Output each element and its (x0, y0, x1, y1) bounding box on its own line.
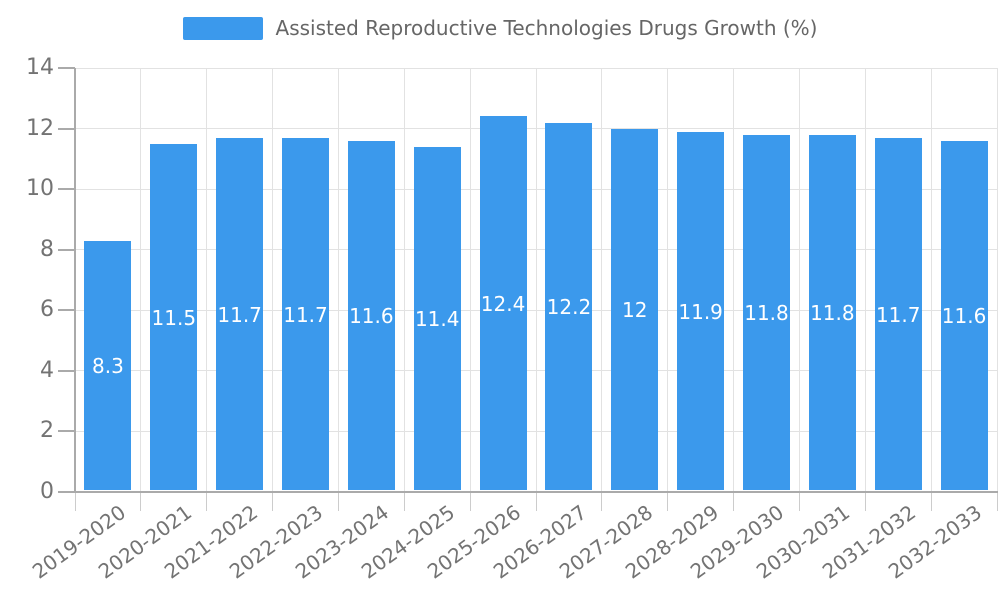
x-axis-tick (140, 492, 142, 511)
bar[interactable] (216, 137, 264, 490)
v-gridline (535, 68, 537, 492)
bar-value-label: 11.7 (283, 302, 328, 327)
y-axis-tick-label: 12 (26, 115, 54, 141)
y-axis-tick-label: 0 (40, 479, 54, 504)
v-gridline (864, 68, 866, 492)
v-gridline (206, 68, 208, 492)
y-axis-tick-label: 6 (40, 297, 54, 323)
bar[interactable] (808, 134, 856, 490)
bar[interactable] (413, 146, 461, 490)
legend-label: Assisted Reproductive Technologies Drugs… (275, 16, 818, 40)
bar-value-label: 11.6 (941, 304, 987, 329)
bar-value-label: 11.5 (151, 305, 197, 330)
bar[interactable] (150, 143, 198, 490)
bar[interactable] (347, 140, 395, 490)
bar-value-label: 11.6 (349, 304, 394, 329)
v-gridline (930, 68, 932, 492)
y-axis-tick (58, 127, 75, 130)
v-gridline (733, 68, 735, 492)
v-gridline (140, 68, 142, 492)
x-axis-tick (206, 492, 208, 511)
bar[interactable] (282, 137, 329, 490)
bar-value-label: 12.2 (546, 295, 592, 320)
v-gridline (667, 68, 669, 492)
y-axis-tick (58, 248, 75, 251)
bar[interactable] (874, 137, 922, 490)
x-axis-tick (930, 492, 932, 511)
bar-value-label: 11.4 (414, 307, 460, 332)
x-axis-tick (667, 492, 669, 511)
bar-value-label: 11.9 (678, 299, 723, 324)
v-gridline (601, 68, 603, 492)
bar[interactable] (84, 240, 132, 490)
x-axis-line (58, 491, 998, 493)
bar[interactable] (479, 116, 527, 490)
y-axis-tick (58, 430, 75, 433)
y-axis-tick-label: 14 (26, 55, 54, 80)
y-axis-tick (58, 67, 75, 69)
v-gridline (272, 68, 274, 492)
bar[interactable] (611, 128, 659, 490)
x-axis-tick (337, 492, 339, 511)
x-axis-tick (469, 492, 471, 511)
x-axis-tick (733, 492, 735, 511)
bar[interactable] (743, 134, 790, 490)
legend-item[interactable]: Assisted Reproductive Technologies Drugs… (0, 16, 1000, 40)
x-axis-tick (798, 492, 800, 511)
x-axis-tick (403, 492, 405, 511)
x-axis-tick (272, 492, 274, 511)
v-gridline (469, 68, 471, 492)
y-axis-tick (58, 309, 75, 312)
y-axis-tick (58, 188, 75, 191)
x-axis-tick (74, 492, 76, 511)
bar-value-label: 11.8 (810, 301, 855, 326)
bar[interactable] (545, 122, 593, 490)
x-axis-tick (601, 492, 603, 511)
bar-value-label: 12 (622, 298, 648, 323)
bar-value-label: 8.3 (92, 354, 124, 379)
legend-swatch-icon (182, 16, 263, 40)
x-axis-tick (864, 492, 866, 511)
v-gridline (996, 68, 998, 492)
y-axis-line (74, 68, 76, 492)
bar-value-label: 11.7 (875, 302, 921, 327)
y-axis-tick-label: 2 (40, 418, 54, 444)
y-axis-tick (58, 369, 75, 372)
x-axis-tick (535, 492, 537, 511)
y-axis-tick-label: 10 (26, 176, 54, 202)
x-axis-tick (996, 492, 998, 511)
v-gridline (798, 68, 800, 492)
y-axis-tick-label: 4 (40, 357, 54, 383)
bar-value-label: 11.7 (217, 302, 262, 327)
bar-value-label: 12.4 (480, 292, 526, 317)
v-gridline (403, 68, 405, 492)
v-gridline (337, 68, 339, 492)
bar[interactable] (677, 131, 725, 490)
bar-value-label: 11.8 (744, 301, 789, 326)
y-axis-tick-label: 8 (40, 236, 54, 262)
bar[interactable] (940, 140, 988, 490)
